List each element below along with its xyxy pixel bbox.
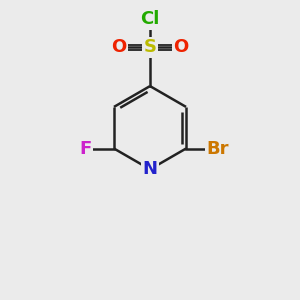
Text: O: O (174, 38, 189, 56)
Text: Br: Br (206, 140, 229, 158)
Text: Cl: Cl (140, 10, 160, 28)
Text: S: S (143, 38, 157, 56)
Text: O: O (111, 38, 126, 56)
Text: F: F (80, 140, 92, 158)
Text: N: N (142, 160, 158, 178)
